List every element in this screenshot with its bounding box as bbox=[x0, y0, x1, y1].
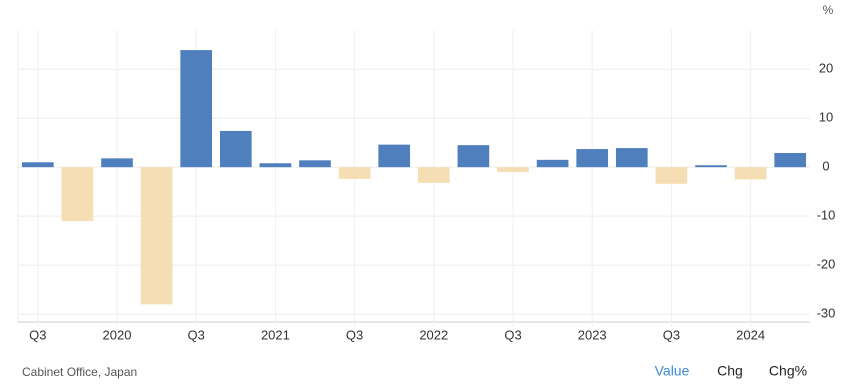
bar bbox=[655, 167, 688, 184]
bar bbox=[615, 148, 648, 168]
bar bbox=[417, 167, 450, 183]
x-tick-label: 2021 bbox=[261, 327, 290, 342]
y-tick-label: -10 bbox=[817, 208, 836, 223]
x-tick-label: Q3 bbox=[663, 327, 680, 342]
y-tick-label: 20 bbox=[819, 61, 833, 76]
x-tick-label: 2020 bbox=[103, 327, 132, 342]
bar bbox=[536, 159, 569, 168]
toggle-button[interactable]: Chg% bbox=[769, 363, 807, 379]
x-tick-label: Q3 bbox=[188, 327, 205, 342]
y-tick-label: -20 bbox=[817, 257, 836, 272]
y-tick-label: 10 bbox=[819, 110, 833, 125]
bar bbox=[299, 160, 331, 168]
bar bbox=[101, 158, 133, 168]
source: Cabinet Office, Japan bbox=[22, 365, 137, 379]
bar bbox=[734, 167, 767, 180]
x-tick-label: 2024 bbox=[736, 327, 765, 342]
bar bbox=[497, 167, 529, 173]
toggle-button[interactable]: Chg bbox=[717, 363, 743, 379]
bar bbox=[21, 162, 54, 168]
x-tick-label: Q3 bbox=[504, 327, 521, 342]
toggle-button[interactable]: Value bbox=[655, 363, 690, 379]
x-tick-label: 2023 bbox=[578, 327, 607, 342]
bar bbox=[140, 167, 173, 305]
bar bbox=[259, 163, 292, 168]
bar bbox=[180, 50, 213, 168]
y-tick-label: 0 bbox=[822, 159, 829, 174]
bar bbox=[774, 152, 807, 168]
unit-label: % bbox=[823, 3, 834, 17]
bar bbox=[457, 145, 490, 168]
bar bbox=[695, 165, 727, 168]
bar bbox=[61, 167, 94, 222]
y-tick-label: -30 bbox=[817, 306, 836, 321]
bar bbox=[378, 144, 411, 168]
bar bbox=[219, 130, 252, 168]
x-tick-label: Q3 bbox=[29, 327, 46, 342]
x-tick-label: Q3 bbox=[346, 327, 363, 342]
x-tick-label: 2022 bbox=[419, 327, 448, 342]
bar bbox=[576, 149, 609, 168]
bar bbox=[338, 167, 371, 179]
